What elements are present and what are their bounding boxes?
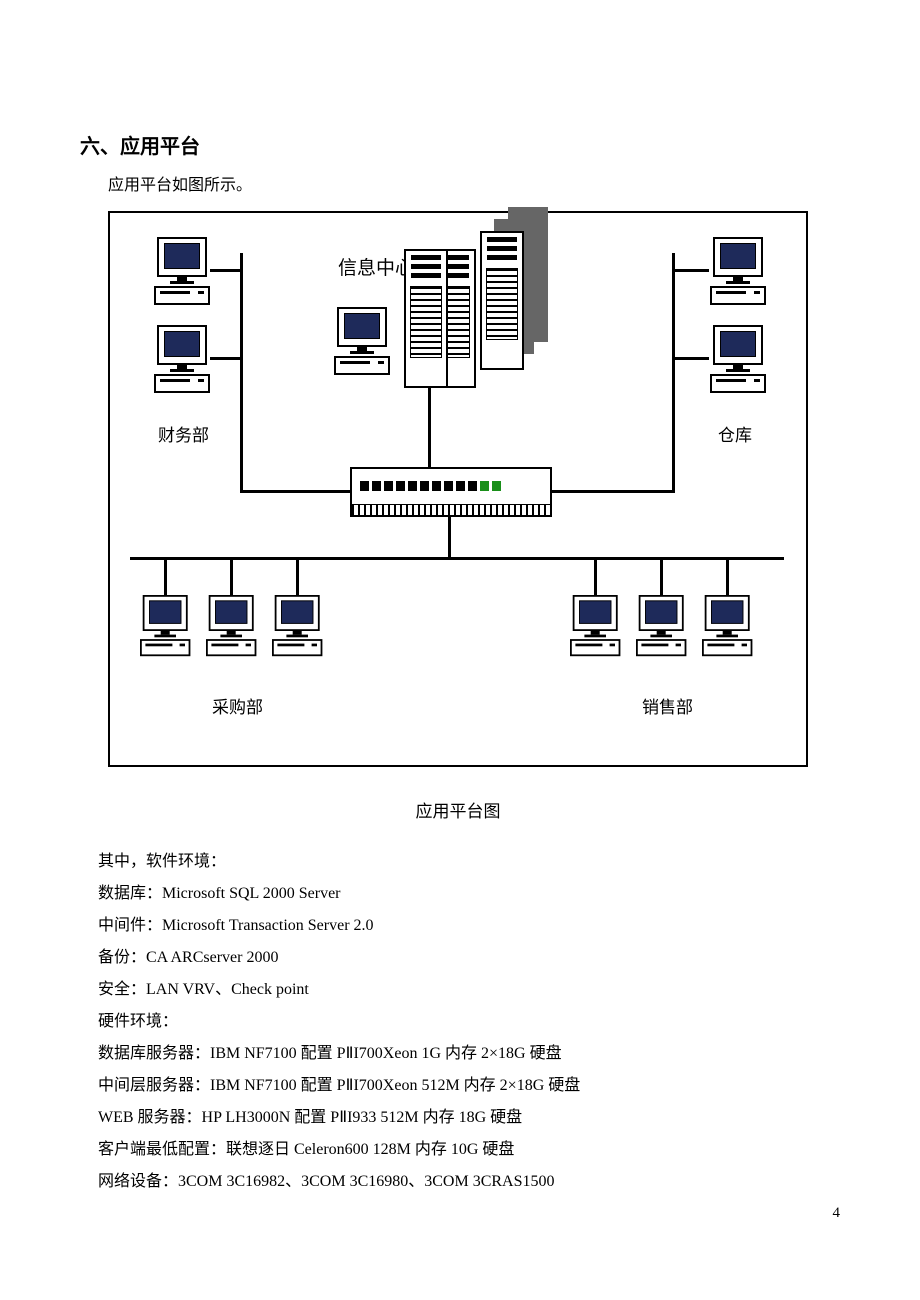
network-line — [594, 557, 597, 595]
network-line — [230, 557, 233, 595]
label-purchase: 采购部 — [212, 693, 263, 718]
pc-icon — [702, 595, 752, 656]
switch-icon — [350, 467, 552, 517]
pc-icon — [154, 237, 210, 305]
network-line — [550, 490, 675, 493]
label-info-center: 信息中心 — [338, 253, 414, 280]
network-line — [726, 557, 729, 595]
network-diagram: 信息中心 财务部 仓库 采购部 销售部 — [108, 211, 808, 767]
pc-icon — [272, 595, 322, 656]
pc-icon — [140, 595, 190, 656]
pc-icon — [334, 307, 390, 375]
network-line — [675, 357, 709, 360]
text-line: 数据库服务器：IBM NF7100 配置 PⅡI700Xeon 1G 内存 2×… — [98, 1038, 840, 1070]
body-text: 其中，软件环境： 数据库：Microsoft SQL 2000 Server 中… — [80, 846, 840, 1198]
label-finance: 财务部 — [158, 421, 209, 446]
diagram-caption: 应用平台图 — [108, 797, 808, 822]
text-line: 其中，软件环境： — [98, 846, 840, 878]
network-line — [448, 516, 451, 559]
label-sales: 销售部 — [642, 693, 693, 718]
network-line — [164, 557, 167, 595]
network-line — [428, 388, 431, 468]
text-line: 数据库：Microsoft SQL 2000 Server — [98, 878, 840, 910]
network-line — [240, 490, 352, 493]
text-line: 客户端最低配置：联想逐日 Celeron600 128M 内存 10G 硬盘 — [98, 1134, 840, 1166]
text-line: 中间层服务器：IBM NF7100 配置 PⅡI700Xeon 512M 内存 … — [98, 1070, 840, 1102]
network-line — [660, 557, 663, 595]
intro-text: 应用平台如图所示。 — [108, 171, 840, 195]
network-line — [210, 269, 240, 272]
pc-icon — [206, 595, 256, 656]
server-tower-icon — [404, 249, 448, 388]
network-line — [130, 557, 784, 560]
network-line — [675, 269, 709, 272]
text-line: 网络设备：3COM 3C16982、3COM 3C16980、3COM 3CRA… — [98, 1166, 840, 1198]
text-line: 备份：CA ARCserver 2000 — [98, 942, 840, 974]
server-tower-icon — [480, 231, 524, 370]
text-line: 安全：LAN VRV、Check point — [98, 974, 840, 1006]
text-line: 中间件：Microsoft Transaction Server 2.0 — [98, 910, 840, 942]
pc-icon — [710, 237, 766, 305]
pc-icon — [154, 325, 210, 393]
pc-icon — [570, 595, 620, 656]
label-warehouse: 仓库 — [718, 421, 752, 446]
network-line — [296, 557, 299, 595]
diagram-container: 信息中心 财务部 仓库 采购部 销售部 — [108, 211, 808, 822]
pc-icon — [636, 595, 686, 656]
section-title: 六、应用平台 — [80, 130, 840, 159]
page-number: 4 — [833, 1205, 841, 1222]
text-line: 硬件环境： — [98, 1006, 840, 1038]
network-line — [672, 253, 675, 493]
pc-icon — [710, 325, 766, 393]
network-line — [240, 253, 243, 493]
text-line: WEB 服务器：HP LH3000N 配置 PⅡI933 512M 内存 18G… — [98, 1102, 840, 1134]
page: 六、应用平台 应用平台如图所示。 信息中心 财务部 仓库 采购部 销售部 — [0, 0, 920, 1258]
network-line — [210, 357, 240, 360]
